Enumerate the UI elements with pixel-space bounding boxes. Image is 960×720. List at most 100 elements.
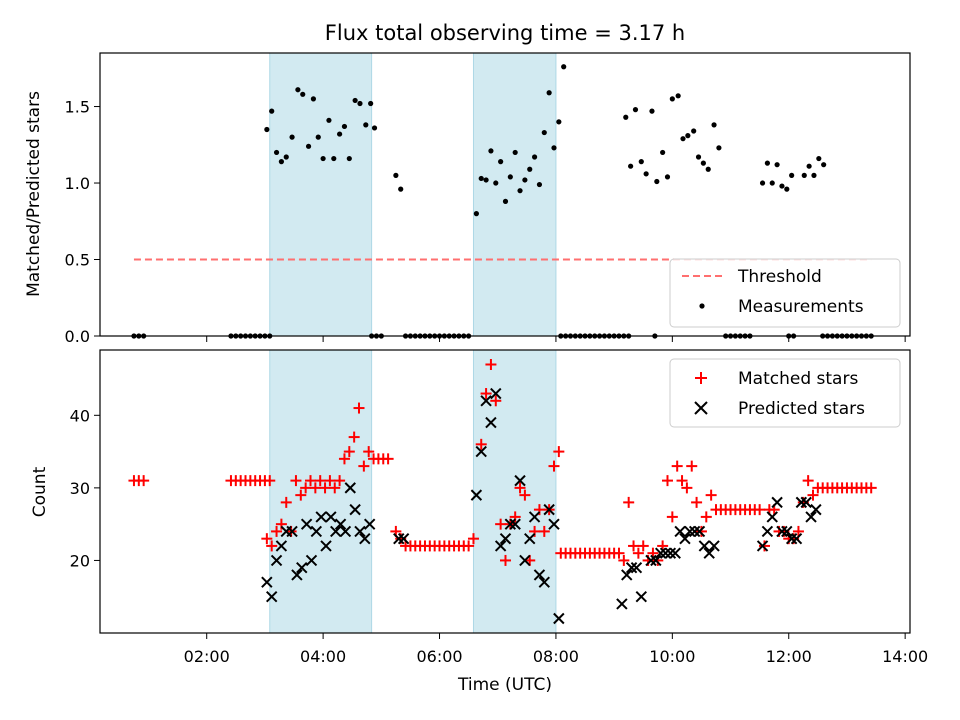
chart-title: Flux total observing time = 3.17 h xyxy=(325,21,685,45)
matched-point-101 xyxy=(695,525,707,537)
matched-point-84 xyxy=(613,547,625,559)
predicted-point-63 xyxy=(766,511,778,523)
measurement-point-38 xyxy=(398,186,404,192)
matched-point-19 xyxy=(295,489,307,501)
predicted-point-14 xyxy=(330,525,342,538)
xtick-label-0: 02:00 xyxy=(184,647,230,666)
predicted-point-56 xyxy=(688,525,701,538)
top-ytick-label-0: 0.0 xyxy=(65,327,90,346)
measurement-point-102 xyxy=(695,154,702,160)
predicted-point-b xyxy=(514,474,526,487)
predicted-point-57 xyxy=(693,525,706,538)
measurement-point-103 xyxy=(700,160,706,166)
top-span-0 xyxy=(269,52,373,337)
predicted-point-9 xyxy=(305,554,318,567)
measurement-point-25 xyxy=(331,155,337,162)
matched-point-114 xyxy=(758,540,770,552)
bottom-legend-box xyxy=(669,358,901,428)
predicted-point-22 xyxy=(393,532,405,545)
measurement-point-93 xyxy=(649,108,655,114)
matched-point-70 xyxy=(548,460,560,472)
measurement-point-32 xyxy=(368,100,374,107)
predicted-point-b xyxy=(785,532,798,545)
matched-point-95 xyxy=(666,511,678,523)
bottom-ytick-label-1: 30 xyxy=(70,479,90,498)
predicted-point-25 xyxy=(475,445,487,458)
predicted-point-b xyxy=(325,511,337,523)
top-highlight-spans xyxy=(269,52,557,337)
matched-point-33 xyxy=(363,446,375,458)
matched-point-123 xyxy=(802,475,814,487)
predicted-point-b xyxy=(664,547,677,559)
predicted-point-b xyxy=(688,525,701,538)
measurement-point-62 xyxy=(517,188,523,194)
predicted-point-b xyxy=(504,518,517,530)
predicted-point-23 xyxy=(397,532,410,545)
matched-point-53 xyxy=(463,540,475,552)
predicted-point-b xyxy=(291,569,303,581)
matched-point-18 xyxy=(290,475,302,487)
predicted-point-53 xyxy=(674,525,686,538)
predicted-point-34 xyxy=(519,554,531,567)
matched-point-63 xyxy=(514,482,526,494)
measurement-point-23 xyxy=(320,155,326,162)
predicted-point-1 xyxy=(265,591,278,603)
matched-point-58 xyxy=(490,395,502,407)
measurement-point-71 xyxy=(561,64,567,70)
predicted-point-b xyxy=(679,532,691,545)
measurement-point-59 xyxy=(502,198,509,204)
predicted-point-b xyxy=(538,576,550,588)
predicted-point-5 xyxy=(286,525,298,538)
matched-point-89 xyxy=(637,540,649,552)
measurement-point-69 xyxy=(551,145,557,151)
predicted-point-b xyxy=(359,532,371,545)
predicted-point-70 xyxy=(800,496,812,509)
matched-point-99 xyxy=(686,460,698,472)
matched-point-136 xyxy=(865,482,877,494)
measurement-point-15 xyxy=(278,159,285,165)
measurement-point-33 xyxy=(371,125,378,131)
measurement-point-28 xyxy=(346,155,352,162)
matched-point-94 xyxy=(661,475,673,487)
predicted-point-44 xyxy=(625,561,638,574)
predicted-point-b xyxy=(616,598,628,610)
predicted-point-38 xyxy=(538,576,550,588)
predicted-point-b xyxy=(528,511,541,523)
matched-point-22 xyxy=(309,482,321,494)
predicted-point-32 xyxy=(509,518,521,530)
predicted-point-b xyxy=(265,591,278,603)
predicted-point-b xyxy=(635,591,648,603)
predicted-point-28 xyxy=(490,387,502,400)
predicted-point-b xyxy=(805,511,817,523)
predicted-point-b xyxy=(771,496,783,509)
predicted-point-b xyxy=(621,569,633,581)
predicted-point-0 xyxy=(261,576,273,588)
predicted-point-27 xyxy=(485,416,497,429)
predicted-point-b xyxy=(800,496,812,509)
predicted-point-b xyxy=(659,547,672,559)
bottom-x-ticks: 02:00 04:00 06:00 08:00 10:00 12:00 14:00 xyxy=(184,633,928,666)
measurement-point-31 xyxy=(363,122,369,128)
matched-point-64 xyxy=(519,489,531,501)
matched-point-87 xyxy=(628,540,640,552)
predicted-point-71 xyxy=(805,511,817,523)
predicted-point-20 xyxy=(359,532,371,545)
legend-matched-swatch xyxy=(695,372,707,384)
measurement-point-114 xyxy=(764,160,771,166)
measurement-point-24 xyxy=(326,117,332,123)
predicted-point-b xyxy=(334,518,347,530)
predicted-point-b xyxy=(708,540,720,552)
matched-point-121 xyxy=(792,525,804,537)
measurement-point-99 xyxy=(680,136,686,142)
measurement-point-13 xyxy=(269,108,275,114)
predicted-point-64 xyxy=(771,496,783,509)
matched-point-85 xyxy=(618,554,630,566)
predicted-point-49 xyxy=(654,547,667,559)
measurement-point-124 xyxy=(811,172,817,178)
bottom-ytick-label-2: 40 xyxy=(70,406,90,425)
measurement-point-29 xyxy=(352,97,358,104)
predicted-point-b xyxy=(349,503,361,516)
predicted-point-36 xyxy=(528,511,541,523)
predicted-point-b xyxy=(654,547,667,559)
matched-point-86 xyxy=(623,496,635,508)
